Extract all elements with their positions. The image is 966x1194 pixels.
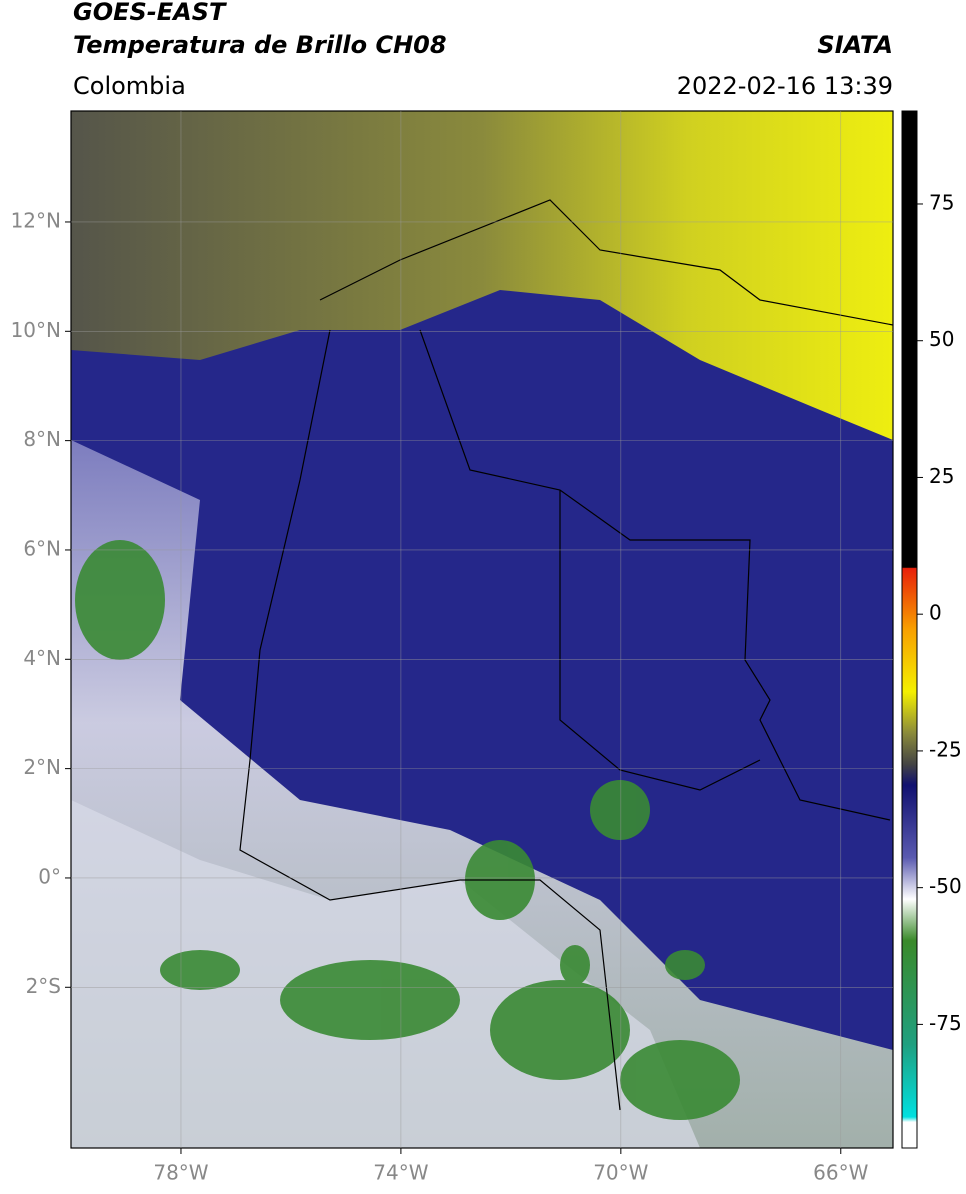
colorbar-tick-label: -75 xyxy=(929,1011,962,1035)
x-tick-label: 66°W xyxy=(813,1161,868,1185)
y-tick-label: 2°N xyxy=(23,755,61,779)
region: Colombia xyxy=(73,72,186,100)
y-tick-label: 0° xyxy=(38,864,61,888)
y-tick-label: 10°N xyxy=(11,318,61,342)
y-tick-label: 6°N xyxy=(23,536,61,560)
subtitle: Temperatura de Brillo CH08 xyxy=(73,31,447,59)
source: SIATA xyxy=(817,31,893,59)
datetime: 2022-02-16 13:39 xyxy=(677,72,893,100)
x-tick-label: 78°W xyxy=(153,1161,208,1185)
satellite-image xyxy=(71,111,893,1148)
colorbar-tick-label: 75 xyxy=(929,190,954,214)
x-tick-label: 70°W xyxy=(593,1161,648,1185)
colorbar xyxy=(901,110,918,1149)
map-frame xyxy=(70,110,894,1149)
colorbar-tick-label: 0 xyxy=(929,601,942,625)
colorbar-tick-label: -25 xyxy=(929,737,962,761)
colorbar-tick-label: 25 xyxy=(929,464,954,488)
y-tick-label: 2°S xyxy=(26,974,61,998)
y-tick-label: 12°N xyxy=(11,208,61,232)
y-tick-label: 4°N xyxy=(23,646,61,670)
x-tick-label: 74°W xyxy=(373,1161,428,1185)
title: GOES-EAST xyxy=(73,0,227,26)
y-tick-label: 8°N xyxy=(23,427,61,451)
colorbar-tick-label: 50 xyxy=(929,327,954,351)
colorbar-tick-label: -50 xyxy=(929,874,962,898)
